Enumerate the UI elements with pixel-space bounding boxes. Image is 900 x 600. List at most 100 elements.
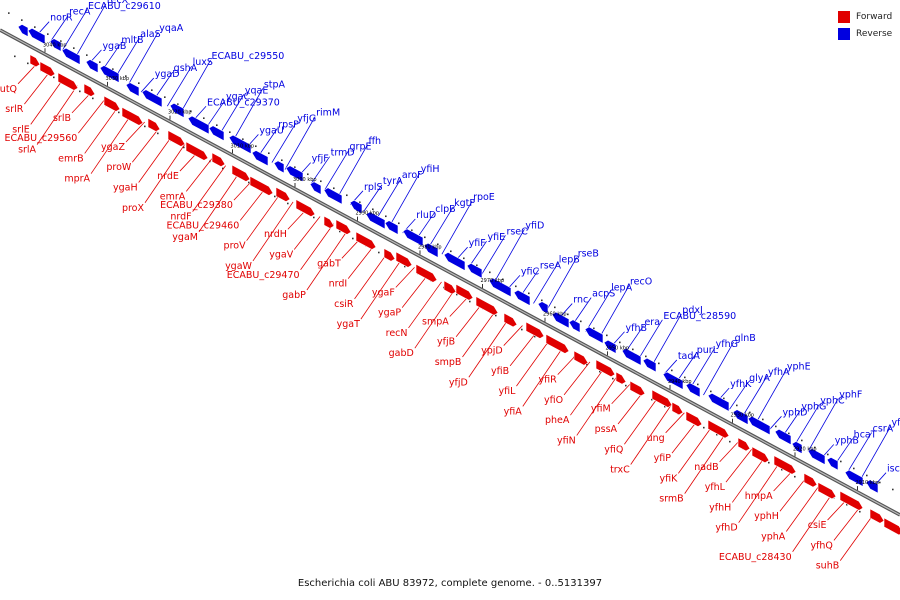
forward-gene-label: yfjB [437, 337, 455, 348]
gene-arrow [807, 448, 826, 466]
gene-arrow [865, 479, 879, 494]
track-dot [840, 460, 842, 463]
leader-line [455, 303, 483, 337]
gene-arrow [803, 472, 818, 488]
legend-label: Reverse [856, 28, 893, 39]
forward-gene-label: yfiB [491, 366, 509, 377]
track-dot [287, 202, 289, 205]
forward-gene-label: trxC [610, 465, 630, 476]
forward-gene-label: ECABU_c29380 [160, 200, 233, 211]
track-dot [424, 236, 426, 239]
caption: Escherichia coli ABU 83972, complete gen… [297, 578, 603, 589]
track-dot [79, 90, 81, 93]
track-dot [528, 292, 530, 295]
gene-arrow [169, 102, 185, 119]
gene-arrow [85, 59, 99, 74]
track-dot [112, 68, 114, 70]
leader-line [300, 223, 334, 270]
leader-line [347, 245, 375, 279]
reverse-gene-label: yfiE [488, 232, 506, 243]
track-dot [664, 405, 666, 408]
reverse-gene-label: acpS [592, 289, 615, 300]
forward-gene-label: ygaT [337, 319, 360, 330]
gene-arrow [615, 371, 627, 385]
gene-arrow [573, 350, 589, 366]
gene-arrow [27, 27, 46, 45]
forward-gene-label: nrdH [264, 229, 287, 240]
gene-arrow [125, 82, 140, 97]
track-dot [268, 152, 270, 155]
track-dot [541, 299, 543, 302]
tick-label: 2950 kbp [606, 345, 630, 351]
leader-line [729, 381, 749, 410]
track-dot [411, 229, 413, 232]
gene-arrow [211, 152, 226, 167]
tick-label: 2960 kbp [543, 312, 567, 318]
leader-line [62, 9, 88, 50]
reverse-gene-label: yfiH [421, 164, 440, 175]
reverse-gene-label: hcaT [854, 430, 877, 441]
reverse-gene-label: yfjG [297, 114, 316, 125]
gene-arrow [525, 321, 545, 339]
reverse-gene-label: ffh [368, 136, 381, 147]
track-dot [534, 335, 536, 338]
reverse-gene-label: ECABU_c29550 [212, 51, 285, 62]
forward-gene-label: srmB [659, 494, 683, 505]
reverse-gene-label: ygaD [155, 69, 180, 80]
tick-label: 2930 kbp [731, 413, 755, 419]
leader-line [49, 15, 69, 43]
track-dot [346, 194, 348, 197]
reverse-gene-label: glyA [749, 373, 770, 384]
track-dot [703, 426, 705, 429]
reverse-gene-label: yphE [787, 361, 811, 372]
gene-arrow [791, 441, 803, 455]
track-dot [47, 33, 49, 35]
forward-gene-label: yfhD [715, 523, 737, 534]
leader-line [755, 370, 787, 424]
track-dot [645, 355, 647, 358]
forward-gene-label: gabP [282, 290, 306, 301]
gene-arrow [685, 382, 701, 398]
track-dot [593, 327, 595, 330]
track-dot [801, 439, 803, 442]
leader-line [570, 368, 604, 416]
gene-arrow [103, 95, 121, 112]
leader-line [678, 427, 712, 474]
track-dot [92, 97, 94, 100]
reverse-gene-label: gshA [174, 63, 198, 74]
gene-arrow [335, 219, 352, 235]
reverse-gene-label: yqaA [159, 23, 183, 34]
forward-gene-label: ygaW [225, 261, 252, 272]
gene-arrow [323, 215, 335, 229]
track-dot [697, 383, 699, 386]
leader-line [703, 341, 734, 396]
leader-line [522, 347, 564, 407]
leader-line [144, 143, 186, 204]
reverse-gene-label: ygaC [226, 91, 250, 102]
gene-arrow [621, 348, 642, 366]
leader-line [258, 128, 278, 156]
leader-line [336, 144, 368, 198]
leader-line [401, 274, 429, 308]
gene-arrow [415, 263, 438, 283]
forward-gene-label: ung [647, 433, 665, 444]
leader-line [725, 448, 753, 483]
gene-arrow [443, 280, 457, 295]
track-dot [729, 440, 731, 443]
reverse-gene-label: ygaU [259, 125, 283, 136]
reverse-gene-label: recX [107, 0, 129, 6]
gene-arrow [773, 455, 797, 475]
leader-line [785, 485, 820, 532]
reverse-gene-label: recO [630, 277, 652, 288]
leader-line [846, 432, 872, 473]
forward-gene-label: proV [224, 241, 247, 252]
track-dot [768, 461, 770, 464]
reverse-gene-label: yphF [839, 389, 862, 400]
track-dot [125, 75, 127, 77]
leader-line [206, 100, 226, 128]
leader-line [246, 194, 280, 241]
leader-line [84, 107, 119, 154]
track-dot [456, 293, 458, 296]
track-dot [274, 195, 276, 198]
track-dot [378, 251, 380, 254]
